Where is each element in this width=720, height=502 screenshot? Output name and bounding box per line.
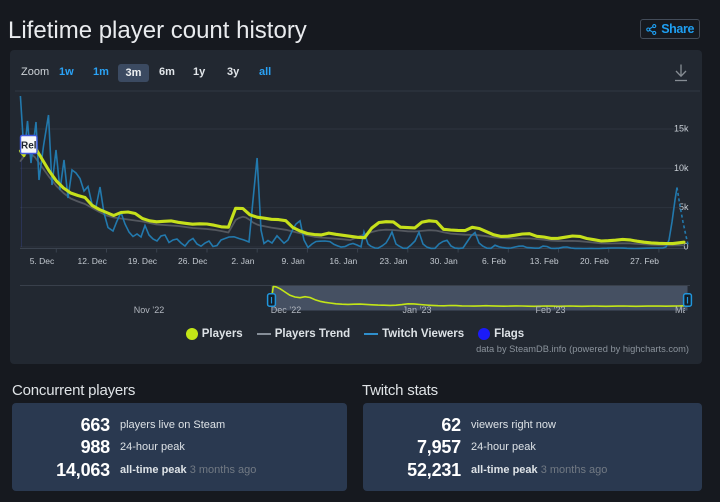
svg-text:Dec ’22: Dec ’22 [271, 305, 302, 315]
svg-text:Jan ’23: Jan ’23 [402, 305, 431, 315]
svg-text:12. Dec: 12. Dec [78, 256, 108, 266]
svg-text:5k: 5k [679, 202, 689, 212]
svg-text:27. Feb: 27. Feb [630, 256, 659, 266]
svg-text:Mar ’23: Mar ’23 [675, 305, 705, 315]
svg-text:Nov ’22: Nov ’22 [134, 305, 165, 315]
svg-text:20. Feb: 20. Feb [580, 256, 609, 266]
svg-text:15k: 15k [674, 124, 689, 134]
svg-text:10k: 10k [674, 163, 689, 173]
svg-text:16. Jan: 16. Jan [329, 256, 357, 266]
svg-text:0: 0 [683, 241, 688, 251]
svg-text:23. Jan: 23. Jan [380, 256, 408, 266]
svg-text:6. Feb: 6. Feb [482, 256, 506, 266]
svg-text:5. Dec: 5. Dec [30, 256, 55, 266]
svg-text:Feb ’23: Feb ’23 [535, 305, 565, 315]
svg-text:26. Dec: 26. Dec [178, 256, 208, 266]
svg-text:2. Jan: 2. Jan [231, 256, 254, 266]
svg-text:30. Jan: 30. Jan [430, 256, 458, 266]
svg-text:Rel: Rel [21, 141, 37, 152]
svg-text:13. Feb: 13. Feb [530, 256, 559, 266]
svg-text:9. Jan: 9. Jan [282, 256, 305, 266]
svg-text:19. Dec: 19. Dec [128, 256, 158, 266]
